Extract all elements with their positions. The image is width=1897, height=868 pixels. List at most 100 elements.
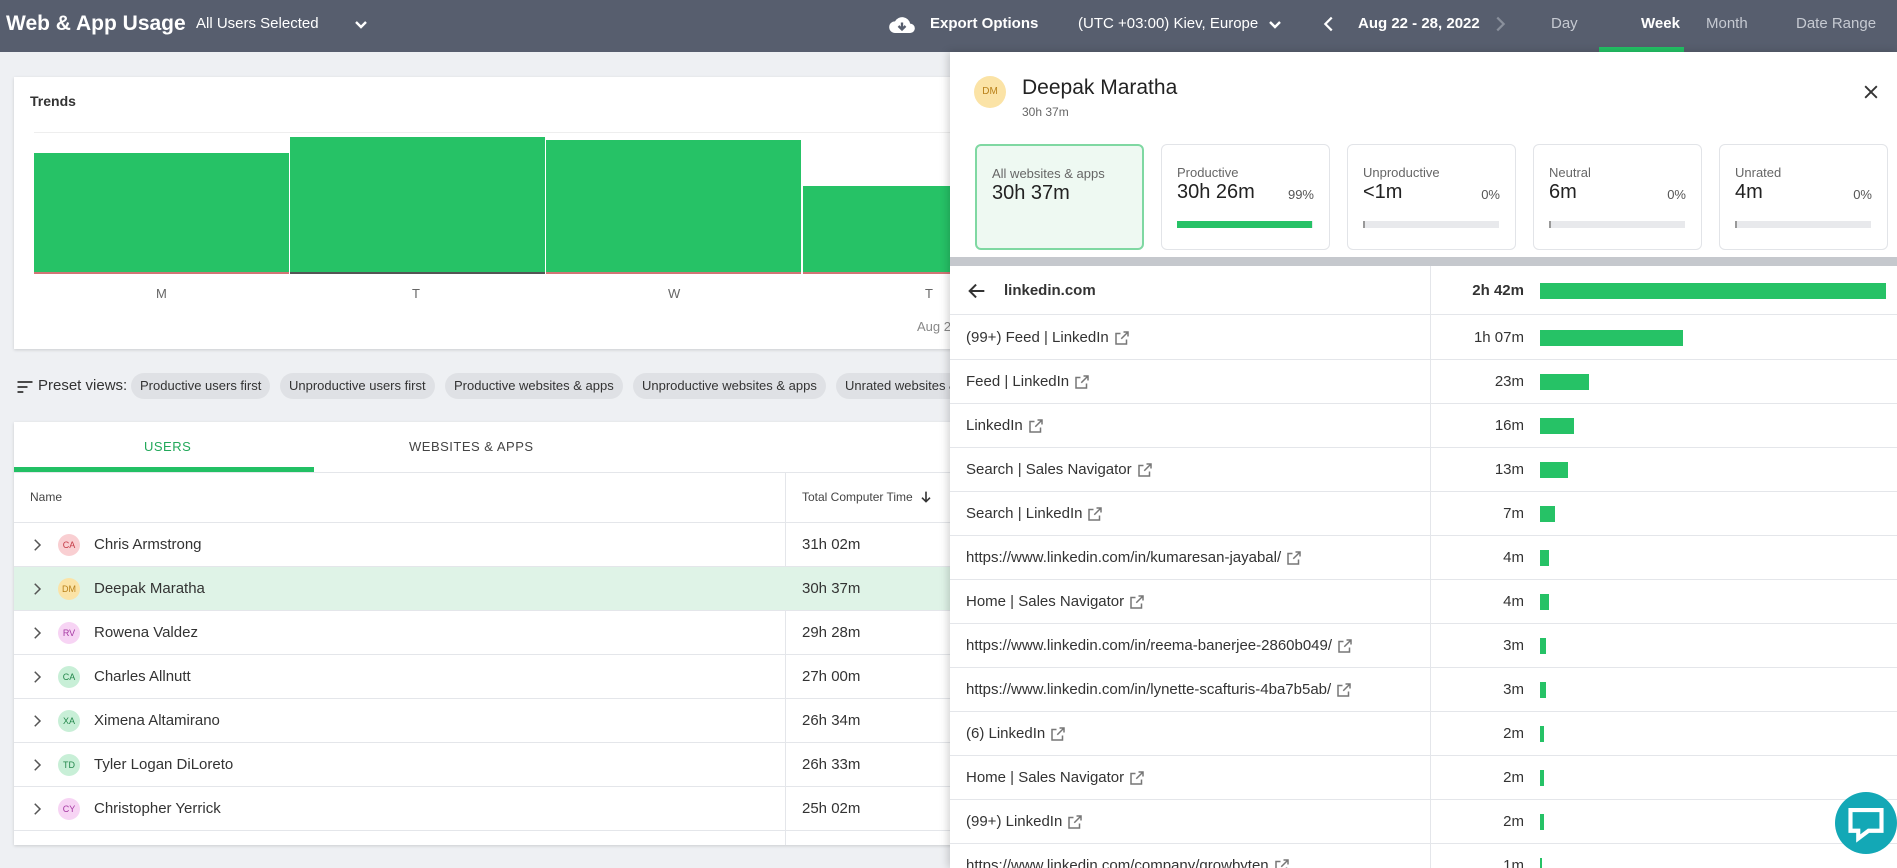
external-link[interactable] [1086, 505, 1104, 523]
summary-card[interactable]: All websites & apps 30h 37m [975, 144, 1144, 250]
preset-icon [15, 377, 35, 397]
page-bar [1540, 374, 1590, 390]
expand-icon[interactable] [28, 712, 46, 730]
trends-title: Trends [30, 93, 76, 109]
tab-users[interactable]: USERS [144, 439, 192, 454]
external-link[interactable] [1073, 373, 1091, 391]
external-link[interactable] [1273, 857, 1291, 868]
separator [950, 257, 1897, 266]
external-link[interactable] [1049, 725, 1067, 743]
card-percent: 0% [1481, 187, 1500, 202]
user-avatar: CA [58, 666, 80, 688]
tz-chevron[interactable] [1263, 12, 1287, 36]
external-link[interactable] [1128, 593, 1146, 611]
external-link[interactable] [1285, 549, 1303, 567]
panel-name: Deepak Maratha [1022, 76, 1178, 99]
preset-chip[interactable]: Unproductive websites & apps [633, 373, 826, 399]
period-tab[interactable]: Day [1551, 15, 1578, 32]
page-bar [1540, 506, 1555, 522]
grid-line [34, 132, 994, 133]
expand-icon-svg [34, 759, 42, 771]
user-filter[interactable]: All Users Selected [196, 15, 319, 32]
expand-icon[interactable] [28, 580, 46, 598]
expand-icon[interactable] [28, 668, 46, 686]
expand-icon[interactable] [28, 800, 46, 818]
page-bar [1540, 770, 1545, 786]
expand-icon-svg [34, 671, 42, 683]
expand-icon-svg [34, 803, 42, 815]
preset-chip[interactable]: Unproductive users first [280, 373, 435, 399]
cloud-icon[interactable] [888, 12, 916, 40]
timezone[interactable]: (UTC +03:00) Kiev, Europe [1078, 15, 1259, 32]
col-time: Total Computer Time [802, 490, 913, 504]
preset-chip[interactable]: Productive users first [131, 373, 271, 399]
card-label: All websites & apps [992, 166, 1105, 181]
page-title: (99+) Feed | LinkedIn [966, 329, 1109, 346]
col-divider [785, 472, 786, 845]
summary-card[interactable]: Productive 30h 26m 99% [1161, 144, 1330, 250]
external-link[interactable] [1113, 329, 1131, 347]
user-row[interactable]: CA Chris Armstrong 31h 02m [14, 523, 1014, 567]
back-arrow[interactable] [966, 280, 988, 302]
user-avatar: XA [58, 710, 80, 732]
site-page-row: Search | Sales Navigator 13m [950, 448, 1897, 492]
prev-week[interactable] [1318, 13, 1340, 35]
expand-icon[interactable] [28, 624, 46, 642]
external-link[interactable] [1066, 813, 1084, 831]
external-link-svg [1130, 771, 1144, 785]
summary-card[interactable]: Unproductive <1m 0% [1347, 144, 1516, 250]
period-tab[interactable]: Week [1641, 15, 1680, 32]
user-row[interactable]: DM Deepak Maratha 30h 37m [14, 567, 1014, 611]
user-time: 29h 28m [802, 624, 861, 641]
user-row[interactable]: XA Ximena Altamirano 26h 34m [14, 699, 1014, 743]
export-options[interactable]: Export Options [930, 15, 1039, 32]
next-week-svg [1496, 16, 1506, 32]
card-track [1549, 221, 1685, 228]
expand-icon[interactable] [28, 756, 46, 774]
user-name: Chris Armstrong [94, 536, 202, 553]
user-avatar: CA [58, 534, 80, 556]
card-bar [1363, 221, 1365, 228]
expand-icon-svg [34, 715, 42, 727]
user-row[interactable]: CY Christopher Yerrick 25h 02m [14, 787, 1014, 831]
card-bar [1177, 221, 1312, 228]
expand-icon[interactable] [28, 536, 46, 554]
external-link[interactable] [1335, 681, 1353, 699]
card-value: <1m [1363, 181, 1403, 203]
page-time: 4m [1503, 593, 1524, 610]
summary-card[interactable]: Unrated 4m 0% [1719, 144, 1888, 250]
period-tab[interactable]: Month [1706, 15, 1748, 32]
chat-button[interactable] [1835, 792, 1897, 854]
site-page-row: https://www.linkedin.com/in/lynette-scaf… [950, 668, 1897, 712]
external-link[interactable] [1128, 769, 1146, 787]
close-button[interactable] [1861, 82, 1881, 102]
panel-avatar: DM [974, 76, 1006, 108]
tab-websites[interactable]: WEBSITES & APPS [409, 439, 534, 454]
period-tab[interactable]: Date Range [1796, 15, 1877, 32]
trend-day: W [668, 286, 681, 301]
user-name: Charles Allnutt [94, 668, 191, 685]
site-time: 2h 42m [1472, 282, 1524, 299]
summary-card[interactable]: Neutral 6m 0% [1533, 144, 1702, 250]
prev-week-svg [1323, 16, 1333, 32]
external-link[interactable] [1336, 637, 1354, 655]
page-bar [1540, 858, 1543, 868]
ln [14, 472, 1014, 473]
external-link-svg [1130, 595, 1144, 609]
filter-chevron[interactable] [349, 12, 373, 36]
next-week[interactable] [1489, 13, 1511, 35]
external-link[interactable] [1027, 417, 1045, 435]
user-row[interactable]: TD Tyler Logan DiLoreto 26h 33m [14, 743, 1014, 787]
ln [14, 522, 1014, 523]
page-bar [1540, 814, 1545, 830]
external-link[interactable] [1136, 461, 1154, 479]
sort-icon[interactable] [918, 489, 934, 505]
user-row[interactable]: RV Rowena Valdez 29h 28m [14, 611, 1014, 655]
cloud-icon-svg [889, 17, 915, 33]
user-row[interactable]: CA Charles Allnutt 27h 00m [14, 655, 1014, 699]
page-time: 2m [1503, 769, 1524, 786]
active-period-underline [1599, 47, 1684, 52]
preset-chip[interactable]: Productive websites & apps [445, 373, 623, 399]
chat-button-svg [1848, 808, 1884, 843]
